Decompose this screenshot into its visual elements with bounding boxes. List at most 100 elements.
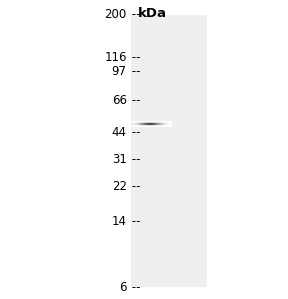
Bar: [143, 125, 144, 126]
Bar: [168, 124, 170, 125]
Bar: [164, 124, 166, 125]
Text: kDa: kDa: [138, 7, 167, 20]
Bar: [158, 121, 160, 122]
Bar: [154, 123, 156, 124]
Bar: [138, 125, 139, 126]
Bar: [168, 122, 170, 123]
Bar: [163, 123, 165, 124]
Bar: [169, 123, 171, 124]
Bar: [139, 122, 140, 123]
Bar: [132, 123, 134, 124]
Bar: [140, 125, 141, 126]
Bar: [145, 121, 147, 122]
Bar: [141, 124, 143, 125]
Bar: [143, 125, 144, 126]
Bar: [134, 123, 136, 124]
Bar: [170, 124, 172, 125]
Bar: [169, 124, 171, 125]
Bar: [151, 121, 152, 122]
Bar: [170, 123, 172, 124]
Bar: [169, 126, 171, 127]
Bar: [141, 125, 143, 126]
Bar: [154, 126, 156, 127]
Bar: [132, 124, 133, 125]
Bar: [145, 125, 146, 126]
Bar: [147, 122, 148, 123]
Bar: [147, 123, 149, 124]
Bar: [149, 121, 151, 122]
Bar: [151, 125, 153, 126]
Bar: [134, 125, 135, 126]
Bar: [132, 123, 133, 124]
Bar: [163, 123, 165, 124]
Bar: [156, 125, 158, 126]
Bar: [134, 124, 136, 125]
Bar: [154, 125, 155, 126]
Bar: [139, 125, 140, 126]
Bar: [151, 126, 152, 127]
Bar: [149, 124, 150, 125]
Bar: [160, 122, 162, 123]
Bar: [140, 121, 141, 122]
Bar: [156, 123, 158, 124]
Bar: [147, 125, 149, 126]
Bar: [137, 124, 138, 125]
Bar: [145, 124, 147, 125]
Bar: [132, 125, 133, 126]
Text: --: --: [128, 180, 141, 193]
Bar: [154, 122, 155, 123]
Bar: [143, 123, 144, 124]
Bar: [141, 122, 143, 123]
Bar: [134, 124, 136, 125]
Bar: [147, 123, 148, 124]
Bar: [132, 124, 133, 125]
Bar: [132, 121, 134, 122]
Bar: [167, 122, 169, 123]
Bar: [141, 125, 142, 126]
Bar: [160, 126, 161, 127]
Bar: [147, 124, 149, 125]
Bar: [132, 126, 134, 127]
Bar: [143, 122, 144, 123]
Bar: [160, 121, 162, 122]
Bar: [162, 121, 164, 122]
Bar: [168, 124, 170, 125]
Text: --: --: [128, 215, 141, 228]
Bar: [134, 125, 135, 126]
Bar: [139, 125, 140, 126]
Bar: [145, 122, 147, 123]
Bar: [138, 125, 139, 126]
Bar: [149, 122, 151, 123]
Bar: [165, 124, 167, 125]
Bar: [132, 125, 133, 126]
Bar: [132, 123, 134, 124]
Bar: [156, 122, 158, 123]
Bar: [152, 125, 154, 126]
Bar: [151, 125, 153, 126]
Bar: [158, 122, 160, 123]
Bar: [156, 122, 157, 123]
Bar: [143, 124, 145, 125]
Bar: [154, 124, 155, 125]
Bar: [170, 124, 172, 125]
Bar: [154, 121, 156, 122]
Bar: [139, 124, 140, 125]
Bar: [147, 124, 148, 125]
Bar: [147, 123, 148, 124]
Bar: [145, 123, 147, 124]
Bar: [166, 123, 168, 124]
Bar: [158, 124, 159, 125]
Bar: [154, 126, 155, 127]
Bar: [158, 122, 159, 123]
Bar: [161, 124, 163, 125]
Bar: [149, 122, 150, 123]
Bar: [145, 124, 146, 125]
Bar: [154, 121, 155, 122]
Bar: [151, 124, 153, 125]
Bar: [141, 124, 142, 125]
Bar: [149, 126, 150, 127]
Bar: [132, 126, 133, 127]
Bar: [151, 126, 153, 127]
Bar: [168, 123, 170, 124]
Bar: [161, 122, 163, 123]
